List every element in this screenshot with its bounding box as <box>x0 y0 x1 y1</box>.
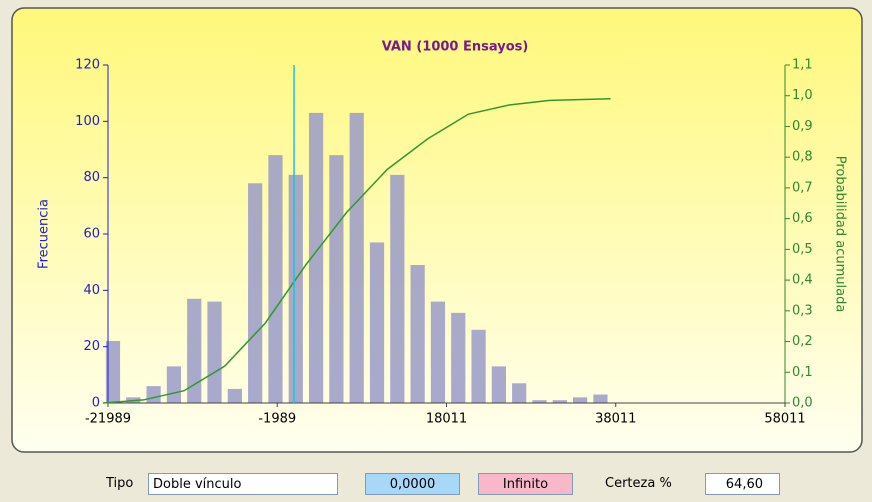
bar <box>573 397 588 403</box>
y2-tick-label: 1,0 <box>792 88 813 103</box>
bar <box>593 394 608 403</box>
certainty-label: Certeza % <box>605 476 672 491</box>
bar <box>552 400 567 403</box>
bar <box>268 155 283 403</box>
y-tick-label: 40 <box>83 283 100 298</box>
bar <box>146 386 161 403</box>
bar <box>227 388 242 403</box>
upper-field[interactable]: Infinito <box>478 473 573 495</box>
bar <box>349 112 364 403</box>
bar <box>308 112 324 403</box>
y-tick-label: 60 <box>83 227 100 242</box>
y-tick-label: 100 <box>75 114 100 129</box>
y-axis-label: Frecuencia <box>37 199 52 269</box>
x-tick-label: -1989 <box>258 412 296 427</box>
y-tick-label: 0 <box>92 396 100 411</box>
y-tick-label: 120 <box>75 58 100 73</box>
x-tick-label: 38011 <box>595 412 636 427</box>
chart-title: VAN (1000 Ensayos) <box>382 40 529 55</box>
y2-tick-label: 1,1 <box>792 58 813 73</box>
y2-tick-label: 0,1 <box>792 365 813 380</box>
y2-tick-label: 0,3 <box>792 303 813 318</box>
bar <box>166 366 182 403</box>
bar <box>105 341 121 403</box>
bar <box>410 264 425 403</box>
y2-tick-label: 0,6 <box>792 211 813 226</box>
y2-tick-label: 0,2 <box>792 334 813 349</box>
y-tick-label: 80 <box>83 170 100 185</box>
chart-panel <box>11 7 863 453</box>
bar <box>187 298 202 403</box>
y2-tick-label: 0,4 <box>792 273 813 288</box>
y2-tick-label: 0,8 <box>792 150 813 165</box>
bar <box>207 301 222 403</box>
bar <box>288 174 303 403</box>
y2-axis-label: Probabilidad acumulada <box>833 156 848 313</box>
cumulative-line <box>102 98 611 404</box>
bar <box>512 383 527 403</box>
bar <box>491 366 506 403</box>
y-tick-label: 20 <box>83 339 100 354</box>
chart: VAN (1000 Ensayos) Frecuencia Probabilid… <box>11 7 863 453</box>
type-label: Tipo <box>106 476 134 491</box>
bar <box>390 174 405 403</box>
y2-tick-label: 0,7 <box>792 180 813 195</box>
bar <box>369 242 385 403</box>
certainty-field[interactable]: 64,60 <box>705 473 780 495</box>
bar <box>471 329 486 403</box>
type-select[interactable]: Doble vínculo <box>148 473 338 495</box>
bar <box>451 312 466 403</box>
y2-tick-label: 0,9 <box>792 119 813 134</box>
bar <box>532 400 547 403</box>
y2-tick-label: 0,0 <box>792 396 813 411</box>
lower-field[interactable]: 0,0000 <box>365 473 460 495</box>
bar <box>430 301 446 403</box>
bar <box>329 155 344 403</box>
x-tick-label: -21989 <box>85 412 131 427</box>
bar <box>248 183 263 403</box>
x-tick-label: 18011 <box>426 412 467 427</box>
x-tick-label: 58011 <box>764 412 805 427</box>
y2-tick-label: 0,5 <box>792 242 813 257</box>
